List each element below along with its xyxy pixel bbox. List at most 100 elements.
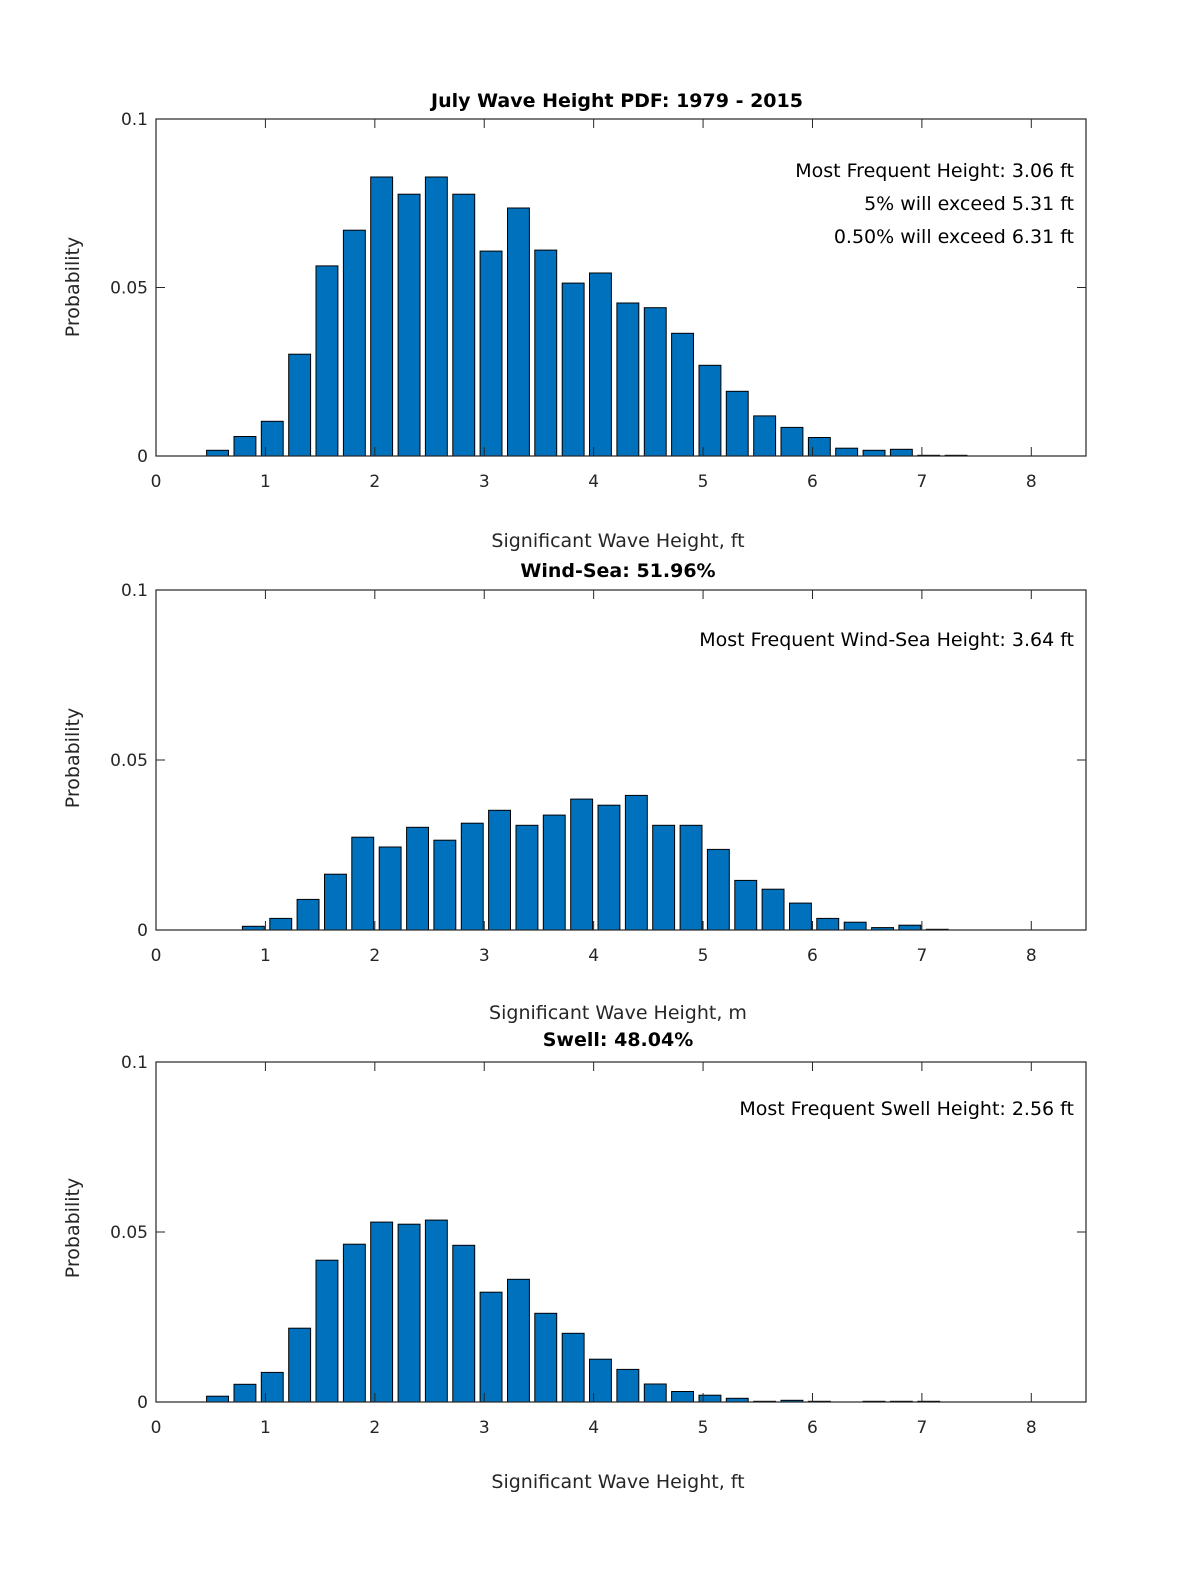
bar <box>698 364 722 457</box>
y-axis-label: Probability <box>62 237 84 337</box>
bar <box>370 1221 394 1403</box>
axes: 0 1 2 3 4 5 6 7 8 0 0.05 0.1 <box>110 1053 1087 1438</box>
bar <box>734 879 758 931</box>
x-tick-label: 1 <box>260 946 271 966</box>
x-tick-label: 7 <box>916 472 927 492</box>
bar <box>761 888 785 931</box>
chart-title: Wind-Sea: 51.96% <box>520 560 715 582</box>
x-tick-label: 1 <box>260 1418 271 1438</box>
bar <box>288 1327 312 1403</box>
bar <box>624 794 648 931</box>
y-tick-label: 0.1 <box>121 110 148 130</box>
bar-series <box>206 176 968 457</box>
bar <box>698 1394 722 1403</box>
bar <box>315 265 339 457</box>
x-axis-label: Significant Wave Height, ft <box>491 1471 744 1493</box>
bar <box>534 249 558 457</box>
bar <box>589 272 612 457</box>
y-tick-label: 0 <box>137 921 148 941</box>
bar <box>433 839 457 931</box>
x-tick-label: 6 <box>807 946 818 966</box>
bar <box>342 1243 366 1403</box>
bar <box>260 420 284 457</box>
x-tick-label: 8 <box>1026 1418 1037 1438</box>
y-tick-label: 0.05 <box>110 1223 148 1243</box>
bar <box>835 447 859 457</box>
bar <box>807 437 831 457</box>
x-tick-label: 0 <box>151 946 162 966</box>
bar <box>753 415 777 457</box>
bar <box>706 848 730 931</box>
bar <box>515 824 539 931</box>
x-tick-label: 0 <box>151 472 162 492</box>
bar <box>397 1223 421 1403</box>
axes: 0 1 2 3 4 5 6 7 8 0 0.05 0.1 <box>110 581 1087 966</box>
bar <box>843 921 867 931</box>
bar <box>671 1391 694 1403</box>
bar <box>679 824 703 931</box>
bar <box>671 332 694 457</box>
x-tick-label: 4 <box>588 946 599 966</box>
x-tick-label: 1 <box>260 472 271 492</box>
bar <box>351 836 375 931</box>
y-axis-label: Probability <box>62 1178 84 1278</box>
bar <box>406 826 430 931</box>
bar <box>206 449 230 457</box>
y-tick-label: 0.05 <box>110 279 148 299</box>
bar <box>460 822 484 931</box>
x-tick-label: 3 <box>479 946 490 966</box>
x-tick-label: 2 <box>369 1418 380 1438</box>
x-tick-label: 6 <box>807 1418 818 1438</box>
bar <box>288 353 312 457</box>
panel-swell: Swell: 48.04% 0 1 2 3 4 5 6 7 8 0 0.05 0.1 Most Fre… <box>62 1029 1087 1493</box>
bar <box>315 1259 339 1403</box>
annotation-text: 5% will exceed 5.31 ft <box>864 193 1074 215</box>
bar <box>570 798 594 931</box>
axes: 0 1 2 3 4 5 6 7 8 0 0.05 0.1 <box>110 110 1087 492</box>
bar <box>452 1244 476 1403</box>
bar <box>616 1368 640 1403</box>
bar <box>296 898 320 931</box>
y-tick-label: 0.05 <box>110 751 148 771</box>
bar <box>233 436 257 457</box>
x-tick-label: 5 <box>698 946 709 966</box>
bar <box>233 1383 257 1403</box>
annotation-text: 0.50% will exceed 6.31 ft <box>834 226 1074 248</box>
bar <box>269 917 293 931</box>
bar-series <box>241 794 949 931</box>
bar <box>725 390 749 457</box>
x-axis-label: Significant Wave Height, ft <box>491 530 744 552</box>
x-tick-label: 6 <box>807 472 818 492</box>
bar <box>589 1358 612 1403</box>
panel-wind-sea: Wind-Sea: 51.96% 0 1 2 3 4 5 6 7 8 0 0.05 0.1 Most … <box>62 560 1087 1024</box>
x-tick-label: 3 <box>479 472 490 492</box>
x-tick-label: 3 <box>479 1418 490 1438</box>
bar <box>652 824 676 931</box>
bar <box>324 873 347 931</box>
bar <box>889 448 913 457</box>
bar-series <box>206 1219 941 1403</box>
bar <box>597 804 621 931</box>
annotation-text: Most Frequent Wind-Sea Height: 3.64 ft <box>699 629 1074 651</box>
bar <box>780 426 804 457</box>
bar <box>488 809 512 931</box>
chart-title: Swell: 48.04% <box>543 1029 694 1051</box>
x-tick-label: 0 <box>151 1418 162 1438</box>
panel-total: July Wave Height PDF: 1979 - 2015 0 1 2 3 4 5… <box>62 90 1087 552</box>
y-tick-label: 0 <box>137 1393 148 1413</box>
x-axis-label: Significant Wave Height, m <box>489 1002 747 1024</box>
x-tick-label: 8 <box>1026 946 1037 966</box>
bar <box>643 307 667 457</box>
y-tick-label: 0.1 <box>121 1053 148 1073</box>
bar <box>424 1219 448 1403</box>
bar <box>507 207 530 457</box>
bar <box>206 1395 230 1403</box>
bar <box>561 282 585 457</box>
bar <box>370 176 394 457</box>
annotation-box: Most Frequent Wind-Sea Height: 3.64 ft <box>699 629 1074 651</box>
bar <box>789 902 812 931</box>
bar <box>479 250 503 457</box>
annotation-text: Most Frequent Swell Height: 2.56 ft <box>739 1098 1074 1120</box>
x-tick-label: 5 <box>698 472 709 492</box>
